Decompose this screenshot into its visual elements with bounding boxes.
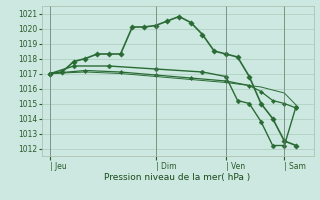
X-axis label: Pression niveau de la mer( hPa ): Pression niveau de la mer( hPa ) <box>104 173 251 182</box>
